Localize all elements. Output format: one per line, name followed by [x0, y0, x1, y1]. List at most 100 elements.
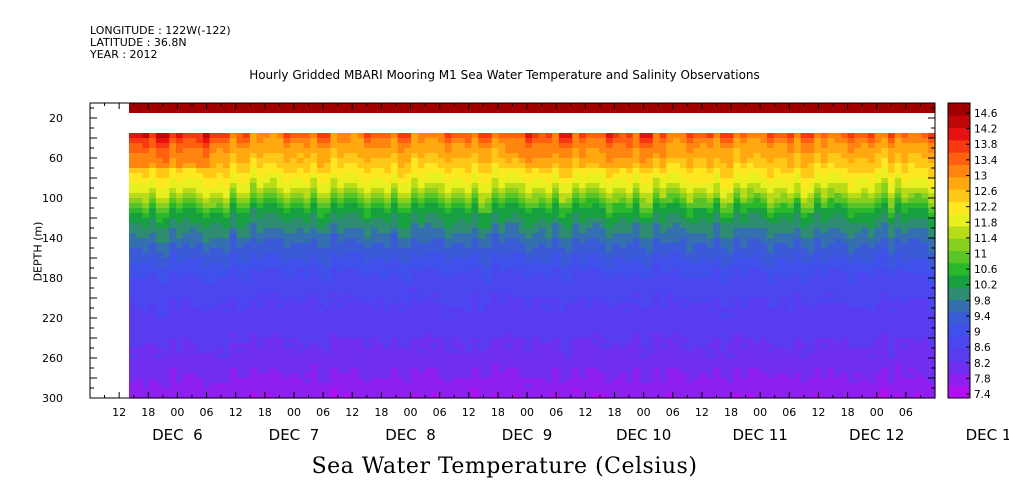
temperature-cell [303, 373, 311, 379]
temperature-cell [397, 383, 405, 389]
temperature-cell [666, 273, 674, 279]
temperature-cell [337, 303, 345, 309]
temperature-cell [417, 238, 426, 244]
temperature-cell [437, 198, 446, 204]
temperature-cell [632, 308, 641, 314]
temperature-cell [565, 263, 573, 269]
temperature-cell [417, 218, 426, 224]
temperature-cell [317, 368, 325, 374]
temperature-cell [411, 303, 419, 309]
temperature-cell [364, 238, 372, 244]
temperature-cell [229, 218, 238, 224]
temperature-cell [478, 133, 486, 139]
temperature-cell [162, 353, 170, 359]
temperature-cell [323, 318, 332, 324]
temperature-cell [236, 243, 244, 249]
temperature-cell [411, 228, 419, 234]
temperature-cell [693, 358, 701, 364]
temperature-cell [619, 343, 627, 349]
temperature-cell [263, 243, 271, 249]
temperature-cell [256, 158, 264, 164]
temperature-cell [283, 193, 291, 199]
temperature-cell [478, 288, 486, 294]
temperature-cell [505, 288, 513, 294]
temperature-cell [424, 318, 432, 324]
temperature-cell [605, 323, 614, 329]
temperature-cell [525, 263, 533, 269]
temperature-cell [310, 198, 318, 204]
temperature-cell [209, 323, 217, 329]
temperature-cell [599, 213, 607, 219]
temperature-cell [652, 173, 661, 179]
temperature-cell [552, 263, 560, 269]
temperature-cell [693, 243, 701, 249]
temperature-cell [626, 228, 634, 234]
temperature-cell [370, 143, 379, 149]
temperature-cell [149, 223, 157, 229]
temperature-cell [196, 228, 204, 234]
temperature-cell [679, 138, 688, 144]
temperature-cell [283, 283, 291, 289]
temperature-cell [296, 138, 305, 144]
temperature-cell [740, 143, 748, 149]
temperature-cell [444, 298, 452, 304]
temperature-cell [283, 318, 291, 324]
temperature-cell [458, 323, 466, 329]
temperature-cell [740, 133, 748, 139]
temperature-cell [256, 258, 264, 264]
temperature-cell [249, 163, 258, 169]
temperature-cell [364, 323, 372, 329]
temperature-cell [545, 348, 553, 354]
temperature-cell [417, 138, 426, 144]
temperature-cell [390, 188, 399, 194]
temperature-cell [518, 203, 526, 209]
temperature-cell [323, 223, 332, 229]
temperature-cell [310, 153, 318, 159]
temperature-cell [458, 188, 466, 194]
temperature-cell [572, 283, 580, 289]
temperature-cell [276, 343, 285, 349]
temperature-cell [511, 143, 520, 149]
temperature-cell [599, 138, 607, 144]
temperature-cell [733, 183, 741, 189]
temperature-cell [498, 198, 506, 204]
temperature-cell [579, 383, 587, 389]
temperature-cell [209, 278, 217, 284]
temperature-cell [323, 313, 332, 319]
temperature-cell [417, 283, 426, 289]
temperature-cell [558, 143, 567, 149]
temperature-cell [155, 153, 164, 159]
temperature-cell [303, 313, 311, 319]
temperature-cell [343, 213, 352, 219]
temperature-cell [686, 388, 694, 394]
temperature-cell [142, 248, 150, 254]
temperature-cell [525, 303, 533, 309]
temperature-cell [364, 153, 372, 159]
temperature-cell [357, 353, 365, 359]
temperature-cell [565, 253, 573, 259]
temperature-cell [263, 363, 271, 369]
temperature-cell [686, 143, 694, 149]
temperature-cell [337, 198, 345, 204]
temperature-cell [753, 203, 761, 209]
temperature-cell [659, 283, 667, 289]
temperature-cell [458, 183, 466, 189]
temperature-cell [505, 218, 513, 224]
temperature-cell [236, 183, 244, 189]
latitude-label: LATITUDE : 36.8N [90, 36, 187, 49]
temperature-cell [317, 213, 325, 219]
temperature-cell [599, 378, 607, 384]
temperature-cell [693, 298, 701, 304]
temperature-cell [498, 383, 506, 389]
temperature-cell [706, 343, 714, 349]
temperature-cell [484, 243, 493, 249]
temperature-cell [498, 358, 506, 364]
temperature-cell [726, 308, 735, 314]
temperature-cell [317, 308, 325, 314]
temperature-cell [659, 223, 667, 229]
temperature-cell [364, 343, 372, 349]
temperature-cell [746, 218, 755, 224]
temperature-cell [384, 208, 392, 214]
temperature-cell [538, 168, 547, 174]
temperature-cell [619, 378, 627, 384]
